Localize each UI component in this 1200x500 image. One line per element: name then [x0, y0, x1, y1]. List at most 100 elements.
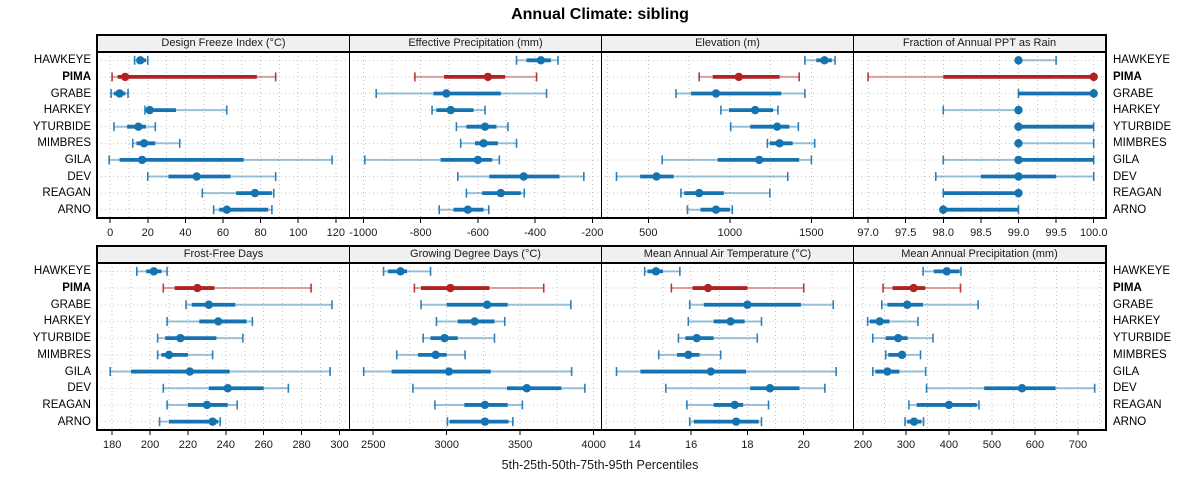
interval-mean-annual-air-temperature-mimbres	[657, 350, 722, 360]
svg-text:-200: -200	[581, 227, 603, 239]
panel-header-frost-free-days: Frost-Free Days	[97, 246, 350, 263]
interval-fraction-ppt-rain-grabe	[1017, 89, 1098, 98]
station-label-right-reagan: REAGAN	[1113, 187, 1162, 200]
interval-frost-free-days-hawkeye	[135, 266, 168, 276]
station-label-left-grabe: GRABE	[50, 298, 91, 311]
interval-mean-annual-air-temperature-harkey	[687, 316, 763, 326]
panel-header-growing-degree-days: Growing Degree Days (°C)	[349, 246, 602, 263]
interval-mean-annual-precipitation-grabe	[881, 300, 979, 310]
interval-mean-annual-precipitation-mimbres	[884, 350, 922, 360]
svg-text:60: 60	[217, 227, 229, 239]
svg-text:0: 0	[107, 227, 113, 239]
interval-mean-annual-air-temperature-dev	[664, 383, 826, 393]
interval-design-freeze-index-pima	[111, 72, 277, 82]
station-label-right-gila: GILA	[1113, 365, 1140, 378]
interval-mean-annual-air-temperature-grabe	[688, 300, 835, 310]
panel-header-mean-annual-air-temperature: Mean Annual Air Temperature (°C)	[601, 246, 854, 263]
interval-effective-precipitation-dev	[457, 172, 585, 181]
interval-growing-degree-days-harkey	[435, 316, 506, 326]
panel-plot-design-freeze-index: 0 20 40 60 80 100 120	[96, 51, 351, 239]
interval-design-freeze-index-yturbide	[113, 122, 157, 132]
svg-text:300: 300	[330, 439, 348, 451]
station-label-right-mimbres: MIMBRES	[1113, 348, 1167, 361]
station-label-right-harkey: HARKEY	[1113, 104, 1161, 117]
interval-elevation-mimbres	[766, 138, 816, 148]
interval-fraction-ppt-rain-harkey	[942, 105, 1023, 115]
station-label-right-hawkeye: HAWKEYE	[1113, 265, 1171, 278]
station-label-left-pima: PIMA	[62, 70, 91, 83]
svg-text:20: 20	[142, 227, 154, 239]
svg-text:180: 180	[103, 439, 121, 451]
interval-mean-annual-air-temperature-reagan	[686, 400, 770, 410]
interval-design-freeze-index-mimbres	[131, 138, 181, 148]
svg-text:500: 500	[983, 439, 1001, 451]
interval-mean-annual-precipitation-yturbide	[871, 333, 934, 343]
interval-elevation-reagan	[680, 188, 771, 198]
interval-mean-annual-precipitation-hawkeye	[922, 266, 962, 276]
station-label-right-yturbide: YTURBIDE	[1113, 332, 1172, 345]
interval-mean-annual-precipitation-harkey	[866, 316, 919, 326]
svg-text:20: 20	[798, 439, 810, 451]
interval-elevation-hawkeye	[804, 55, 836, 65]
station-label-left-pima: PIMA	[62, 282, 91, 295]
svg-text:14: 14	[629, 439, 641, 451]
station-label-right-mimbres: MIMBRES	[1113, 137, 1167, 150]
interval-mean-annual-air-temperature-pima	[670, 283, 805, 293]
interval-fraction-ppt-rain-gila	[942, 155, 1095, 165]
interval-frost-free-days-grabe	[185, 300, 333, 310]
interval-effective-precipitation-mimbres	[459, 138, 518, 148]
station-label-right-reagan: REAGAN	[1113, 398, 1162, 411]
panel-plot-effective-precipitation: -1000 -800 -600 -400 -200	[348, 51, 603, 239]
interval-mean-annual-air-temperature-yturbide	[677, 333, 759, 343]
station-label-right-grabe: GRABE	[1113, 87, 1154, 100]
station-label-left-dev: DEV	[67, 170, 91, 183]
interval-effective-precipitation-harkey	[431, 105, 486, 115]
panel-plot-elevation: 500 1000 1500	[600, 51, 855, 239]
interval-effective-precipitation-hawkeye	[515, 55, 559, 65]
interval-frost-free-days-arno	[158, 417, 221, 427]
station-label-left-gila: GILA	[64, 365, 91, 378]
interval-growing-degree-days-grabe	[420, 300, 572, 310]
interval-elevation-gila	[661, 155, 813, 165]
station-label-left-reagan: REAGAN	[42, 398, 91, 411]
station-label-left-grabe: GRABE	[50, 87, 91, 100]
svg-text:260: 260	[255, 439, 273, 451]
interval-fraction-ppt-rain-hawkeye	[1014, 55, 1057, 65]
panel-header-mean-annual-precipitation: Mean Annual Precipitation (mm)	[853, 246, 1106, 263]
station-label-left-mimbres: MIMBRES	[37, 348, 91, 361]
station-label-left-hawkeye: HAWKEYE	[33, 265, 91, 278]
interval-fraction-ppt-rain-mimbres	[1014, 138, 1095, 148]
interval-design-freeze-index-hawkeye	[133, 55, 149, 65]
svg-text:18: 18	[741, 439, 753, 451]
svg-text:-1000: -1000	[349, 227, 377, 239]
interval-growing-degree-days-arno	[446, 417, 514, 427]
interval-design-freeze-index-reagan	[201, 188, 275, 198]
svg-text:220: 220	[179, 439, 197, 451]
svg-text:-800: -800	[410, 227, 432, 239]
interval-elevation-arno	[686, 205, 734, 215]
svg-text:1500: 1500	[799, 227, 823, 239]
interval-mean-annual-precipitation-arno	[904, 417, 925, 427]
panel-plot-mean-annual-precipitation: 200 300 400 500 600 700	[852, 262, 1107, 451]
interval-elevation-harkey	[720, 105, 779, 115]
interval-elevation-yturbide	[729, 122, 800, 132]
svg-text:98.5: 98.5	[970, 227, 991, 239]
svg-text:280: 280	[292, 439, 310, 451]
station-label-right-dev: DEV	[1113, 170, 1137, 183]
interval-growing-degree-days-reagan	[434, 400, 524, 410]
interval-fraction-ppt-rain-pima	[867, 72, 1098, 82]
interval-fraction-ppt-rain-arno	[939, 205, 1020, 215]
svg-text:97.0: 97.0	[857, 227, 878, 239]
interval-growing-degree-days-pima	[413, 283, 545, 293]
interval-effective-precipitation-grabe	[375, 89, 548, 98]
station-label-right-arno: ARNO	[1113, 203, 1147, 216]
panel-header-design-freeze-index: Design Freeze Index (°C)	[97, 35, 350, 52]
panel-plot-growing-degree-days: 2500 3000 3500 4000	[348, 262, 606, 451]
interval-mean-annual-air-temperature-gila	[615, 367, 837, 377]
panel-header-effective-precipitation: Effective Precipitation (mm)	[349, 35, 602, 52]
svg-text:700: 700	[1069, 439, 1087, 451]
station-label-left-gila: GILA	[64, 153, 91, 166]
svg-text:2500: 2500	[361, 439, 385, 451]
svg-text:3000: 3000	[434, 439, 458, 451]
